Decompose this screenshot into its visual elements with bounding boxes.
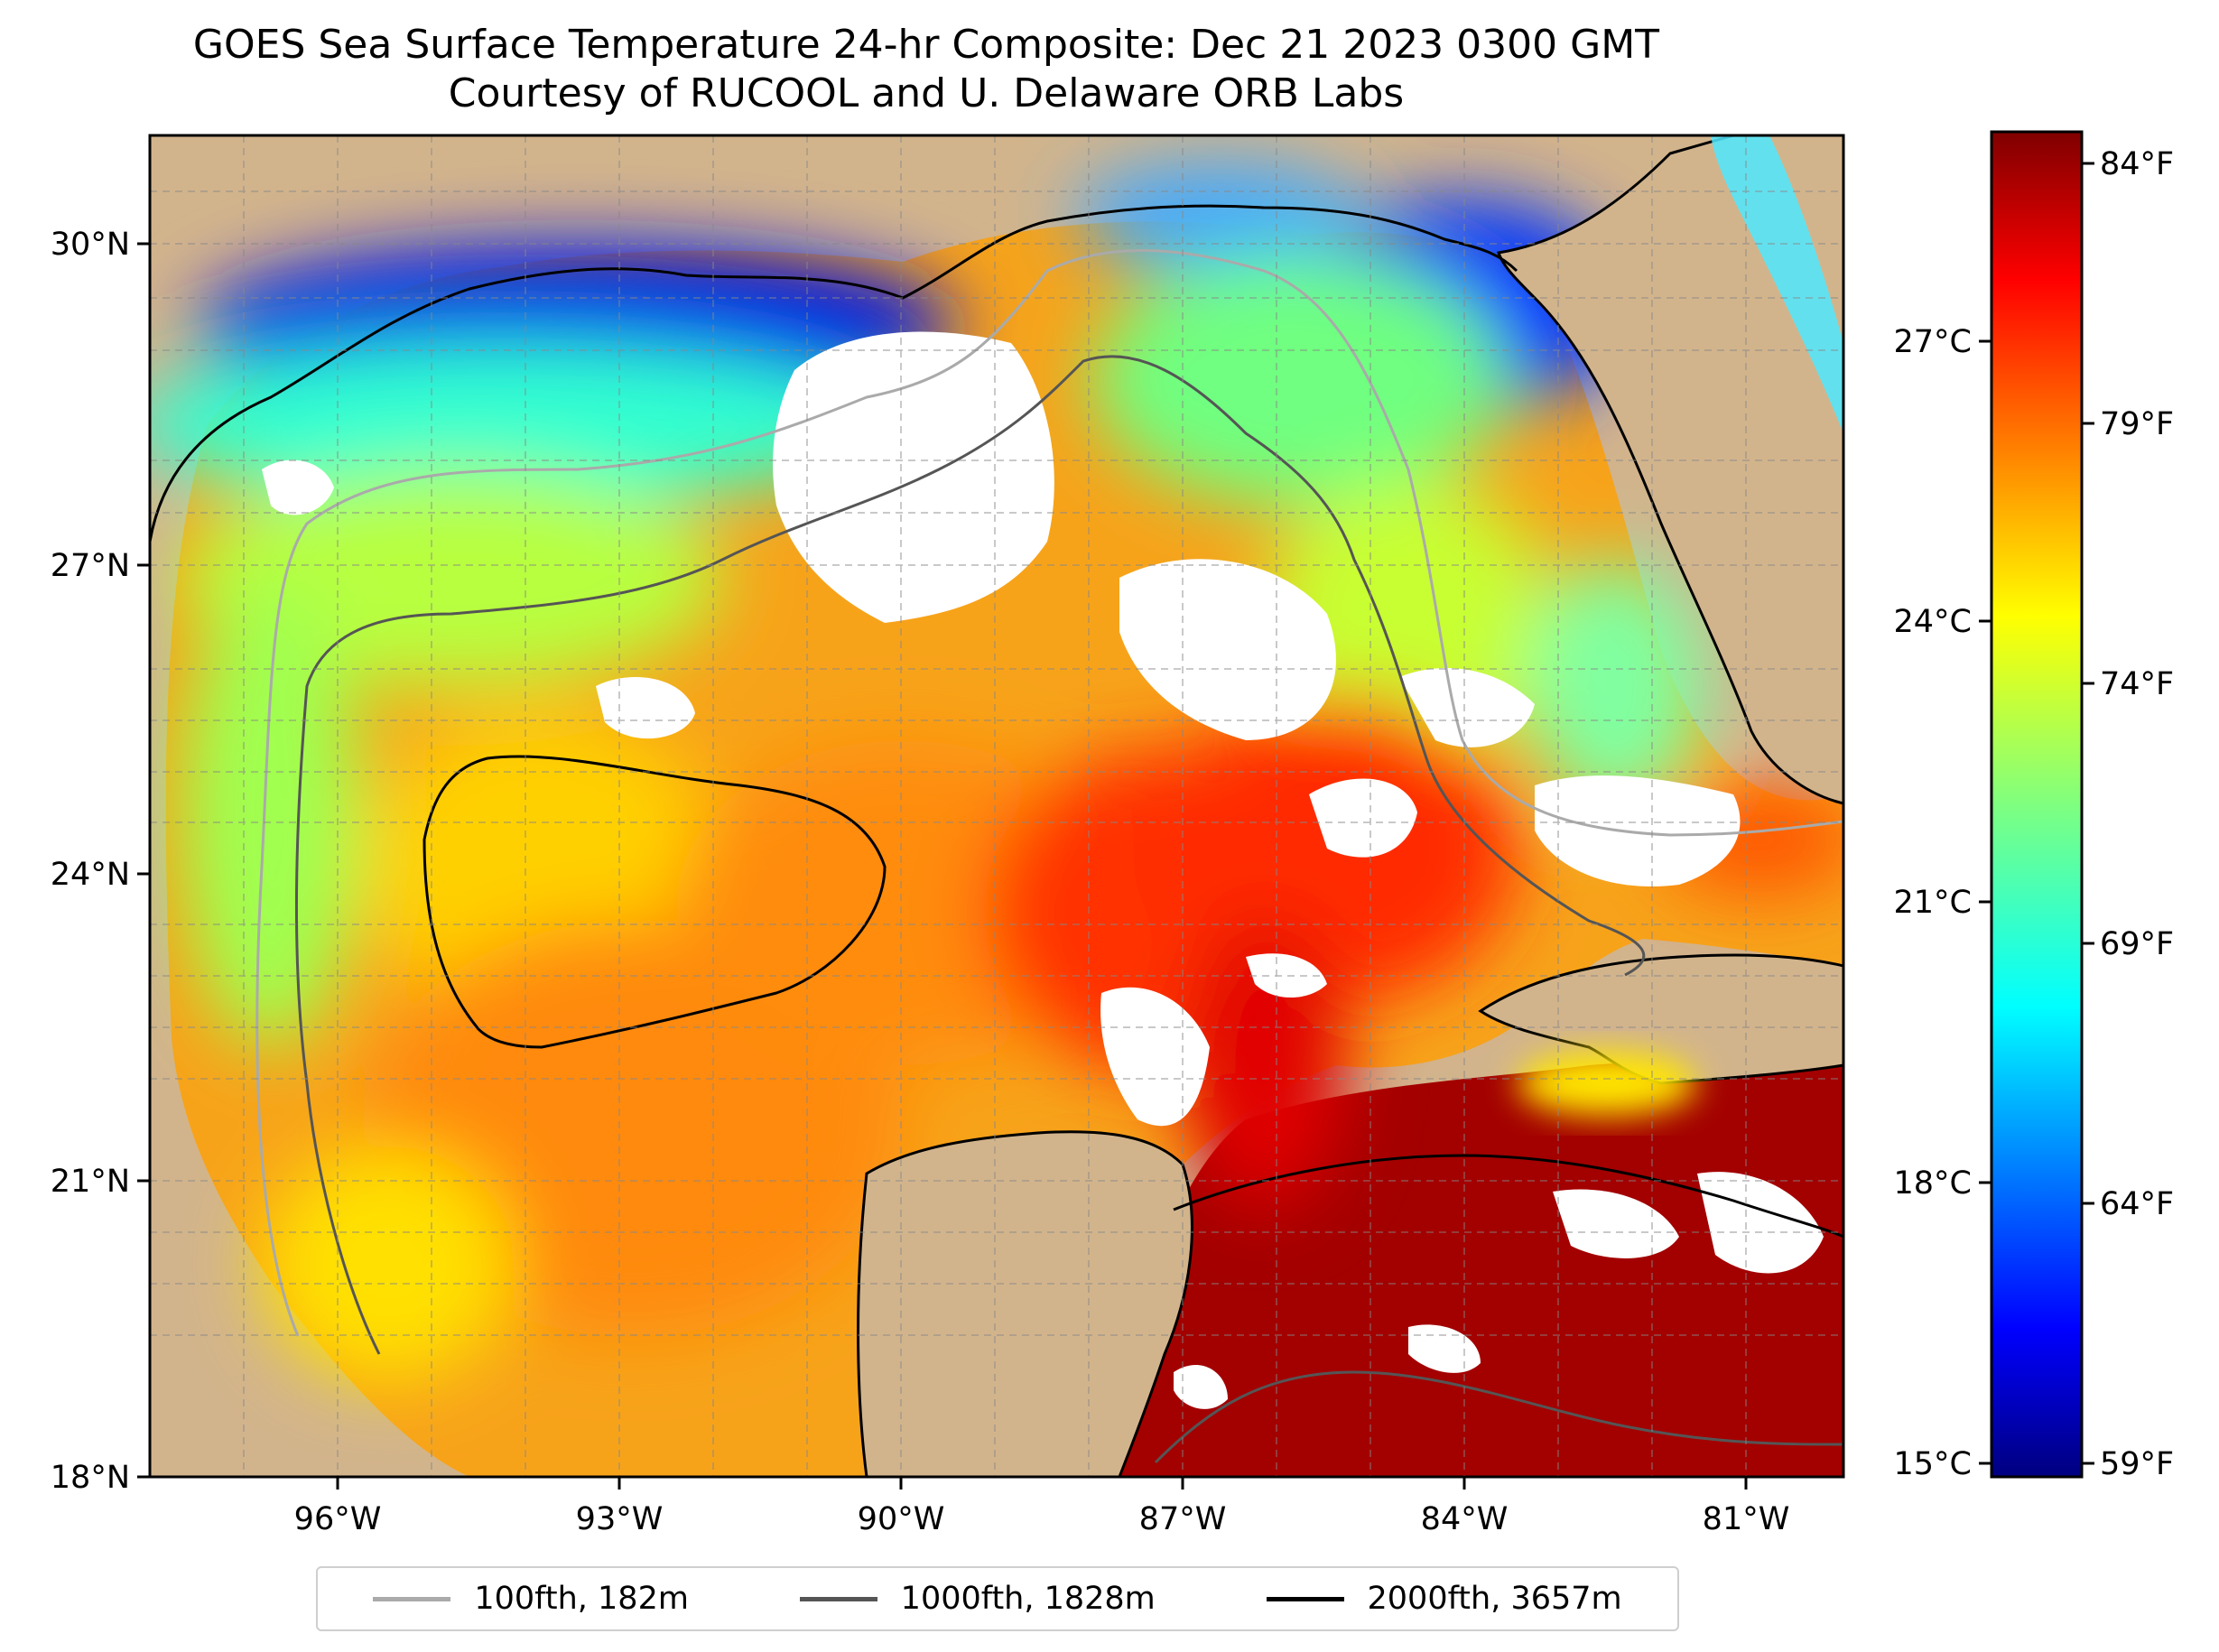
lat-tick-label: 24°N: [51, 857, 130, 893]
colorbar-celsius-label: 18°C: [1894, 1165, 1972, 1202]
map-title: GOES Sea Surface Temperature 24-hr Compo…: [192, 22, 1660, 68]
colorbar-fahrenheit-label: 59°F: [2100, 1446, 2174, 1482]
lon-tick-label: 96°W: [294, 1501, 382, 1537]
colorbar-fahrenheit-label: 64°F: [2100, 1186, 2174, 1222]
colorbar-fahrenheit-label: 84°F: [2100, 146, 2174, 182]
colorbar-celsius-label: 27°C: [1894, 324, 1972, 360]
contour-legend: 100fth, 182m 1000fth, 1828m 2000fth, 365…: [316, 1566, 1679, 1631]
map-subtitle: Courtesy of RUCOOL and U. Delaware ORB L…: [448, 70, 1405, 116]
isle-of-youth-sst: [1517, 1051, 1697, 1116]
legend-label: 2000fth, 3657m: [1367, 1581, 1622, 1617]
graticule: [150, 135, 1843, 1477]
lon-tick-label: 90°W: [858, 1501, 945, 1537]
legend-item-2000fth: 2000fth, 3657m: [1266, 1581, 1622, 1617]
legend-item-1000fth: 1000fth, 1828m: [799, 1581, 1156, 1617]
lat-tick-label: 21°N: [51, 1164, 130, 1200]
colorbar: [1990, 130, 2084, 1479]
lon-tick-label: 93°W: [576, 1501, 664, 1537]
us-coastline: [150, 204, 1518, 1477]
atlantic-water-strip: [1711, 135, 1843, 433]
map-frame: [148, 134, 1845, 1479]
colorbar-fahrenheit-label: 74°F: [2100, 666, 2174, 702]
yucatan-peninsula: [857, 1130, 1193, 1477]
lon-tick-label: 81°W: [1703, 1501, 1790, 1537]
legend-swatch: [799, 1596, 877, 1601]
colorbar-celsius-label: 15°C: [1894, 1446, 1972, 1482]
bathymetry-contours: [255, 249, 1843, 1464]
cuba: [1478, 953, 1843, 1085]
legend-swatch: [1266, 1596, 1344, 1601]
lon-tick-label: 84°W: [1421, 1501, 1509, 1537]
lat-tick-label: 27°N: [51, 548, 130, 584]
colorbar-fahrenheit-label: 69°F: [2100, 926, 2174, 962]
lat-tick-label: 18°N: [51, 1460, 130, 1496]
legend-label: 1000fth, 1828m: [900, 1581, 1156, 1617]
legend-swatch: [373, 1596, 451, 1601]
lon-tick-label: 87°W: [1139, 1501, 1227, 1537]
colorbar-celsius-label: 24°C: [1894, 604, 1972, 640]
colorbar-celsius-label: 21°C: [1894, 885, 1972, 921]
florida-peninsula: [1497, 135, 1843, 805]
cloud-gaps: [262, 331, 1824, 1409]
legend-label: 100fth, 182m: [474, 1581, 689, 1617]
lat-tick-label: 30°N: [51, 227, 130, 263]
legend-item-100fth: 100fth, 182m: [373, 1581, 689, 1617]
colorbar-fahrenheit-label: 79°F: [2100, 406, 2174, 442]
